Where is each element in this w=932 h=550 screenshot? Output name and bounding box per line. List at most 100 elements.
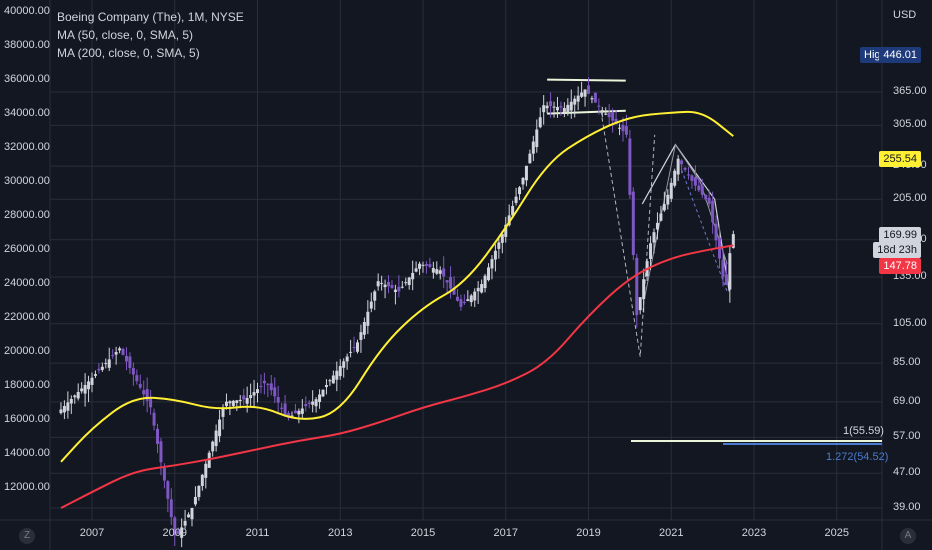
candle-body <box>483 275 487 289</box>
candle-body <box>407 277 411 286</box>
candle-body <box>190 508 194 520</box>
candle-body <box>573 98 577 105</box>
candle-body <box>614 118 618 125</box>
candle-body <box>721 259 725 277</box>
time-tick-label: 2025 <box>824 527 849 539</box>
left-tick-label: 34000.00 <box>4 107 50 119</box>
candle-body <box>183 520 187 526</box>
candle-body <box>128 356 132 369</box>
candle-body <box>521 177 525 185</box>
ma200-line <box>60 244 734 509</box>
candle-body <box>662 204 666 211</box>
candle-body <box>59 409 63 414</box>
moving-average-lines <box>60 110 734 509</box>
candle-body <box>87 381 91 390</box>
ma50-line <box>60 110 734 463</box>
candle-body <box>404 282 408 284</box>
candle-body <box>193 496 197 505</box>
candle-body <box>524 165 528 181</box>
candle-body <box>418 263 422 269</box>
candle-body <box>576 95 580 102</box>
candle-body <box>535 129 539 148</box>
time-tick-label: 2013 <box>328 527 353 539</box>
candle-body <box>342 361 346 368</box>
candle-body <box>276 397 280 403</box>
candle-body <box>176 531 180 534</box>
candle-body <box>497 242 501 249</box>
candle-body <box>518 187 522 195</box>
candle-body <box>314 399 318 407</box>
auto-scale-toggle[interactable]: A <box>900 528 916 544</box>
candle-body <box>611 112 615 121</box>
left-tick-label: 28000.00 <box>4 209 50 221</box>
log-scale-toggle[interactable]: Z <box>19 528 35 544</box>
right-tick-label: 365.00 <box>893 85 927 97</box>
candle-body <box>107 359 111 368</box>
candle-body <box>200 474 204 487</box>
countdown-tag: 18d 23h <box>873 242 921 258</box>
harmonic-pattern-2 <box>643 143 728 300</box>
candles <box>59 77 735 548</box>
candle-body <box>673 170 677 186</box>
time-tick-label: 2007 <box>79 527 105 539</box>
right-tick-label: 57.00 <box>893 430 921 443</box>
right-tick-label: 305.00 <box>893 118 927 131</box>
candle-body <box>138 384 142 388</box>
candle-body <box>552 106 556 108</box>
candle-body <box>266 383 270 385</box>
candle-body <box>293 410 297 414</box>
candle-body <box>231 400 235 406</box>
candle-body <box>424 264 428 266</box>
candle-body <box>431 268 435 273</box>
fib-level-2-label: 1.272(54.52) <box>826 451 889 463</box>
candle-body <box>245 398 249 404</box>
candle-body <box>328 380 332 382</box>
left-tick-label: 20000.00 <box>4 345 50 357</box>
left-tick-label: 30000.00 <box>4 175 50 187</box>
candle-body <box>390 285 394 288</box>
candle-body <box>93 374 97 376</box>
candle-body <box>593 92 597 103</box>
candle-body <box>90 377 94 385</box>
candle-body <box>162 467 166 481</box>
candle-body <box>659 213 663 221</box>
candle-body <box>618 127 622 129</box>
candle-body <box>624 126 628 135</box>
candle-body <box>355 342 359 352</box>
candle-body <box>324 384 328 388</box>
candle-body <box>380 282 384 284</box>
candle-body <box>197 485 201 498</box>
candle-body <box>442 268 446 277</box>
candle-body <box>62 405 66 413</box>
time-tick-label: 2023 <box>741 527 767 539</box>
left-tick-label: 38000.00 <box>4 39 50 51</box>
channel-top-line <box>547 78 626 82</box>
candle-body <box>528 153 532 164</box>
candle-body <box>480 284 484 293</box>
candle-body <box>411 272 415 280</box>
legend-title: Boeing Company (The), 1M, NYSE <box>57 10 244 24</box>
candle-body <box>580 92 584 97</box>
candle-body <box>149 398 153 408</box>
candle-body <box>421 264 425 266</box>
candle-body <box>131 368 135 375</box>
candle-body <box>438 270 442 274</box>
candle-body <box>97 368 101 371</box>
candle-body <box>473 291 477 301</box>
candle-body <box>559 106 563 108</box>
chart-legend[interactable]: Boeing Company (The), 1M, NYSE MA (50, c… <box>57 8 244 62</box>
fib-level-1-label: 1(55.59) <box>843 425 884 437</box>
candle-body <box>218 419 222 437</box>
fib-extension-lines <box>631 440 882 445</box>
left-tick-label: 24000.00 <box>4 277 50 289</box>
candle-body <box>562 107 566 113</box>
candle-body <box>180 527 184 538</box>
candle-body <box>121 348 125 355</box>
currency-label: USD <box>893 9 917 21</box>
candle-body <box>269 383 273 391</box>
candle-body <box>345 356 349 362</box>
candle-body <box>566 104 570 113</box>
candle-body <box>124 355 128 362</box>
candle-body <box>631 191 635 256</box>
